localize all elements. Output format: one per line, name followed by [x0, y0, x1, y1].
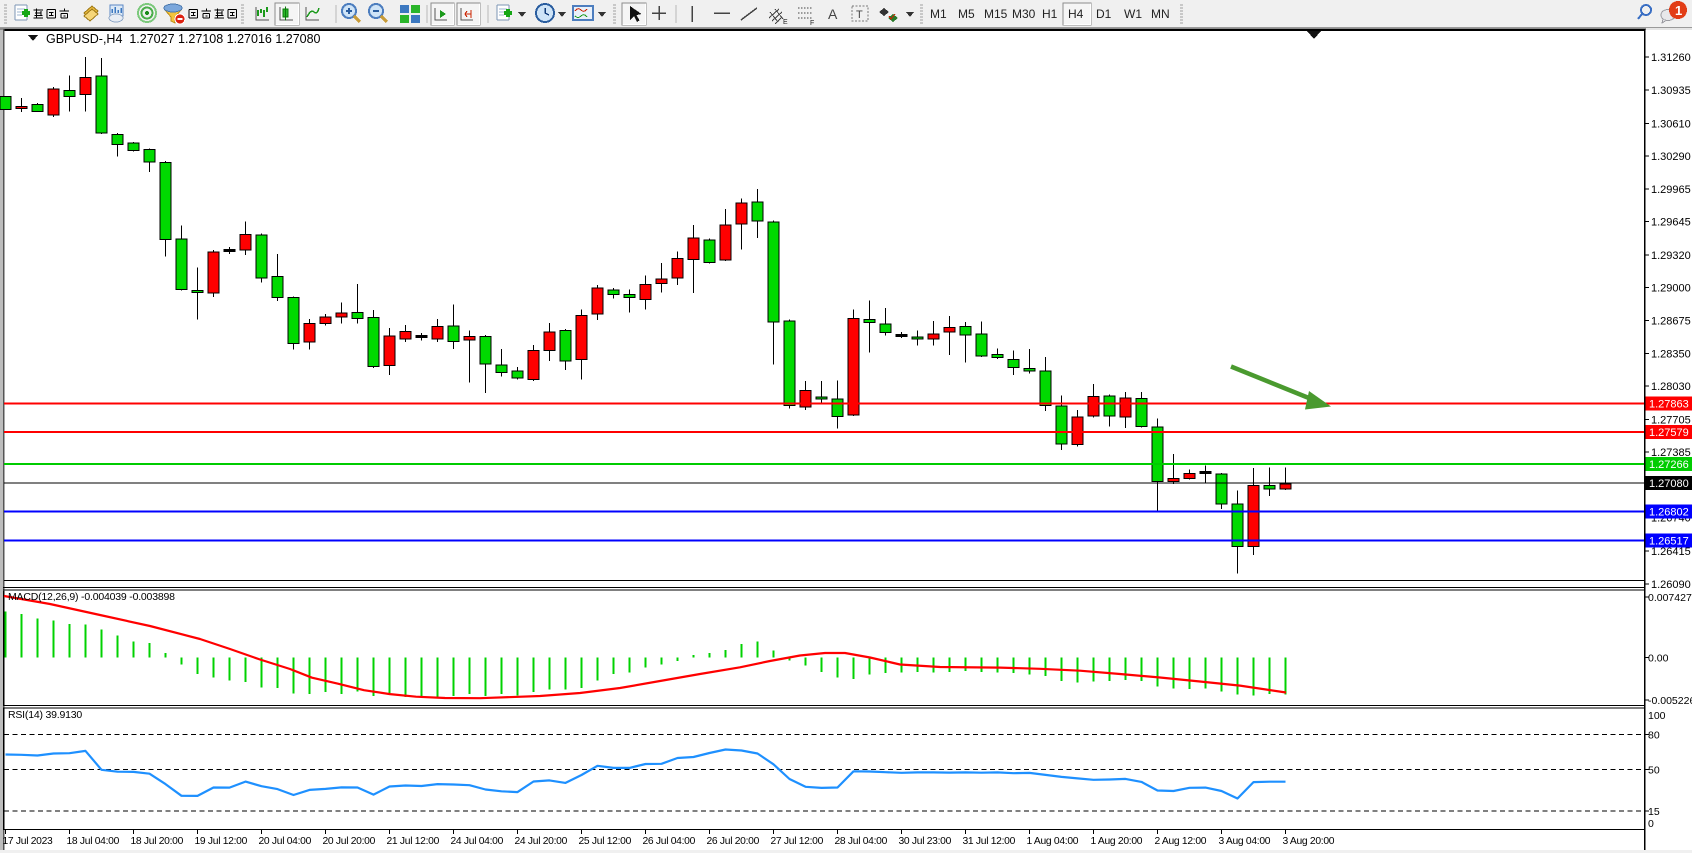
svg-text:1.26090: 1.26090	[1651, 579, 1691, 591]
svg-text:1.27385: 1.27385	[1651, 447, 1691, 459]
svg-text:1.26517: 1.26517	[1649, 536, 1689, 548]
svg-text:24 Jul 20:00: 24 Jul 20:00	[515, 836, 568, 847]
svg-text:1.30935: 1.30935	[1651, 85, 1691, 97]
svg-text:1.26415: 1.26415	[1651, 546, 1691, 558]
svg-text:3 Aug 04:00: 3 Aug 04:00	[1219, 836, 1271, 847]
svg-text:1.27579: 1.27579	[1649, 427, 1689, 439]
svg-text:1.31260: 1.31260	[1651, 52, 1691, 64]
svg-text:21 Jul 12:00: 21 Jul 12:00	[387, 836, 440, 847]
svg-text:50: 50	[1648, 765, 1660, 777]
svg-text:1.30290: 1.30290	[1651, 151, 1691, 163]
svg-text:MN: MN	[1151, 7, 1170, 21]
svg-text:1.27080: 1.27080	[1649, 478, 1689, 490]
svg-text:26 Jul 04:00: 26 Jul 04:00	[643, 836, 696, 847]
svg-text:1.29000: 1.29000	[1651, 282, 1691, 294]
svg-text:0.007427: 0.007427	[1648, 592, 1692, 604]
svg-text:1.29965: 1.29965	[1651, 184, 1691, 196]
svg-text:80: 80	[1648, 730, 1660, 742]
svg-text:3 Aug 20:00: 3 Aug 20:00	[1283, 836, 1335, 847]
svg-text:1: 1	[1675, 3, 1682, 18]
svg-text:28 Jul 04:00: 28 Jul 04:00	[835, 836, 888, 847]
svg-text:31 Jul 12:00: 31 Jul 12:00	[963, 836, 1016, 847]
svg-text:19 Jul 12:00: 19 Jul 12:00	[195, 836, 248, 847]
svg-text:T: T	[856, 9, 863, 21]
svg-text:1.28030: 1.28030	[1651, 381, 1691, 393]
svg-text:MACD(12,26,9) -0.004039 -0.003: MACD(12,26,9) -0.004039 -0.003898	[8, 591, 175, 603]
svg-text:M1: M1	[930, 7, 947, 21]
svg-text:1.27705: 1.27705	[1651, 414, 1691, 426]
svg-text:17 Jul 2023: 17 Jul 2023	[3, 836, 54, 847]
svg-text:W1: W1	[1124, 7, 1142, 21]
svg-text:1.28675: 1.28675	[1651, 316, 1691, 328]
svg-text:18 Jul 04:00: 18 Jul 04:00	[67, 836, 120, 847]
svg-text:H4: H4	[1068, 7, 1084, 21]
svg-text:30 Jul 23:00: 30 Jul 23:00	[899, 836, 952, 847]
svg-text:A: A	[828, 6, 838, 22]
svg-text:0.00: 0.00	[1648, 653, 1669, 665]
svg-text:D1: D1	[1096, 7, 1112, 21]
svg-text:1.27266: 1.27266	[1649, 459, 1689, 471]
svg-text:-0.005226: -0.005226	[1648, 695, 1692, 707]
svg-text:1.28350: 1.28350	[1651, 349, 1691, 361]
svg-text:1.27863: 1.27863	[1649, 398, 1689, 410]
svg-text:2 Aug 12:00: 2 Aug 12:00	[1155, 836, 1207, 847]
svg-text:1.26802: 1.26802	[1649, 506, 1689, 518]
svg-text:18 Jul 20:00: 18 Jul 20:00	[131, 836, 184, 847]
svg-text:1.29645: 1.29645	[1651, 217, 1691, 229]
svg-text:1.30610: 1.30610	[1651, 118, 1691, 130]
svg-text:26 Jul 20:00: 26 Jul 20:00	[707, 836, 760, 847]
svg-text:M30: M30	[1012, 7, 1036, 21]
svg-text:M15: M15	[984, 7, 1008, 21]
svg-text:GBPUSD-,H4 1.27027 1.27108 1.: GBPUSD-,H4 1.27027 1.27108 1.27016 1.270…	[46, 32, 321, 46]
svg-text:M5: M5	[958, 7, 975, 21]
svg-text:RSI(14) 39.9130: RSI(14) 39.9130	[8, 709, 82, 721]
svg-text:1 Aug 20:00: 1 Aug 20:00	[1091, 836, 1143, 847]
svg-text:H1: H1	[1042, 7, 1058, 21]
svg-text:15: 15	[1648, 806, 1660, 818]
svg-text:E: E	[783, 19, 788, 26]
svg-text:1 Aug 04:00: 1 Aug 04:00	[1027, 836, 1079, 847]
svg-text:1.29320: 1.29320	[1651, 250, 1691, 262]
svg-text:24 Jul 04:00: 24 Jul 04:00	[451, 836, 504, 847]
svg-text:27 Jul 12:00: 27 Jul 12:00	[771, 836, 824, 847]
svg-text:F: F	[810, 20, 814, 27]
svg-text:100: 100	[1648, 710, 1666, 722]
svg-text:0: 0	[1648, 818, 1654, 830]
svg-text:25 Jul 12:00: 25 Jul 12:00	[579, 836, 632, 847]
svg-text:20 Jul 20:00: 20 Jul 20:00	[323, 836, 376, 847]
svg-text:20 Jul 04:00: 20 Jul 04:00	[259, 836, 312, 847]
